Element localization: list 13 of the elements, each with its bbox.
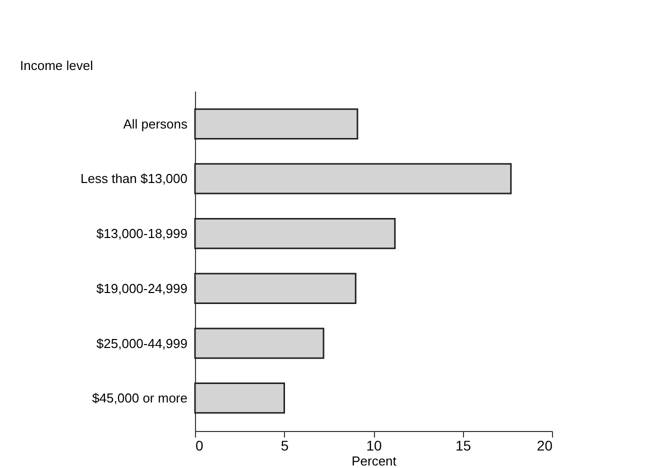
x-tick-label: 0 [196, 438, 204, 454]
x-tick-label: 15 [455, 438, 472, 454]
y-axis-title: Income level [20, 58, 94, 73]
x-axis-title: Percent [352, 454, 397, 468]
y-tick-label: Less than $13,000 [80, 171, 188, 186]
y-tick-label: $25,000-44,999 [96, 336, 188, 351]
y-tick-label: $13,000-18,999 [96, 226, 188, 242]
y-tick-label: All persons [123, 116, 188, 132]
x-tick-label: 10 [366, 438, 382, 454]
x-tick-label: 20 [536, 438, 553, 454]
y-tick-label: $19,000-24,999 [96, 280, 188, 296]
y-tick-label: $45,000 or more [92, 390, 188, 406]
x-tick-label: 5 [280, 438, 289, 454]
